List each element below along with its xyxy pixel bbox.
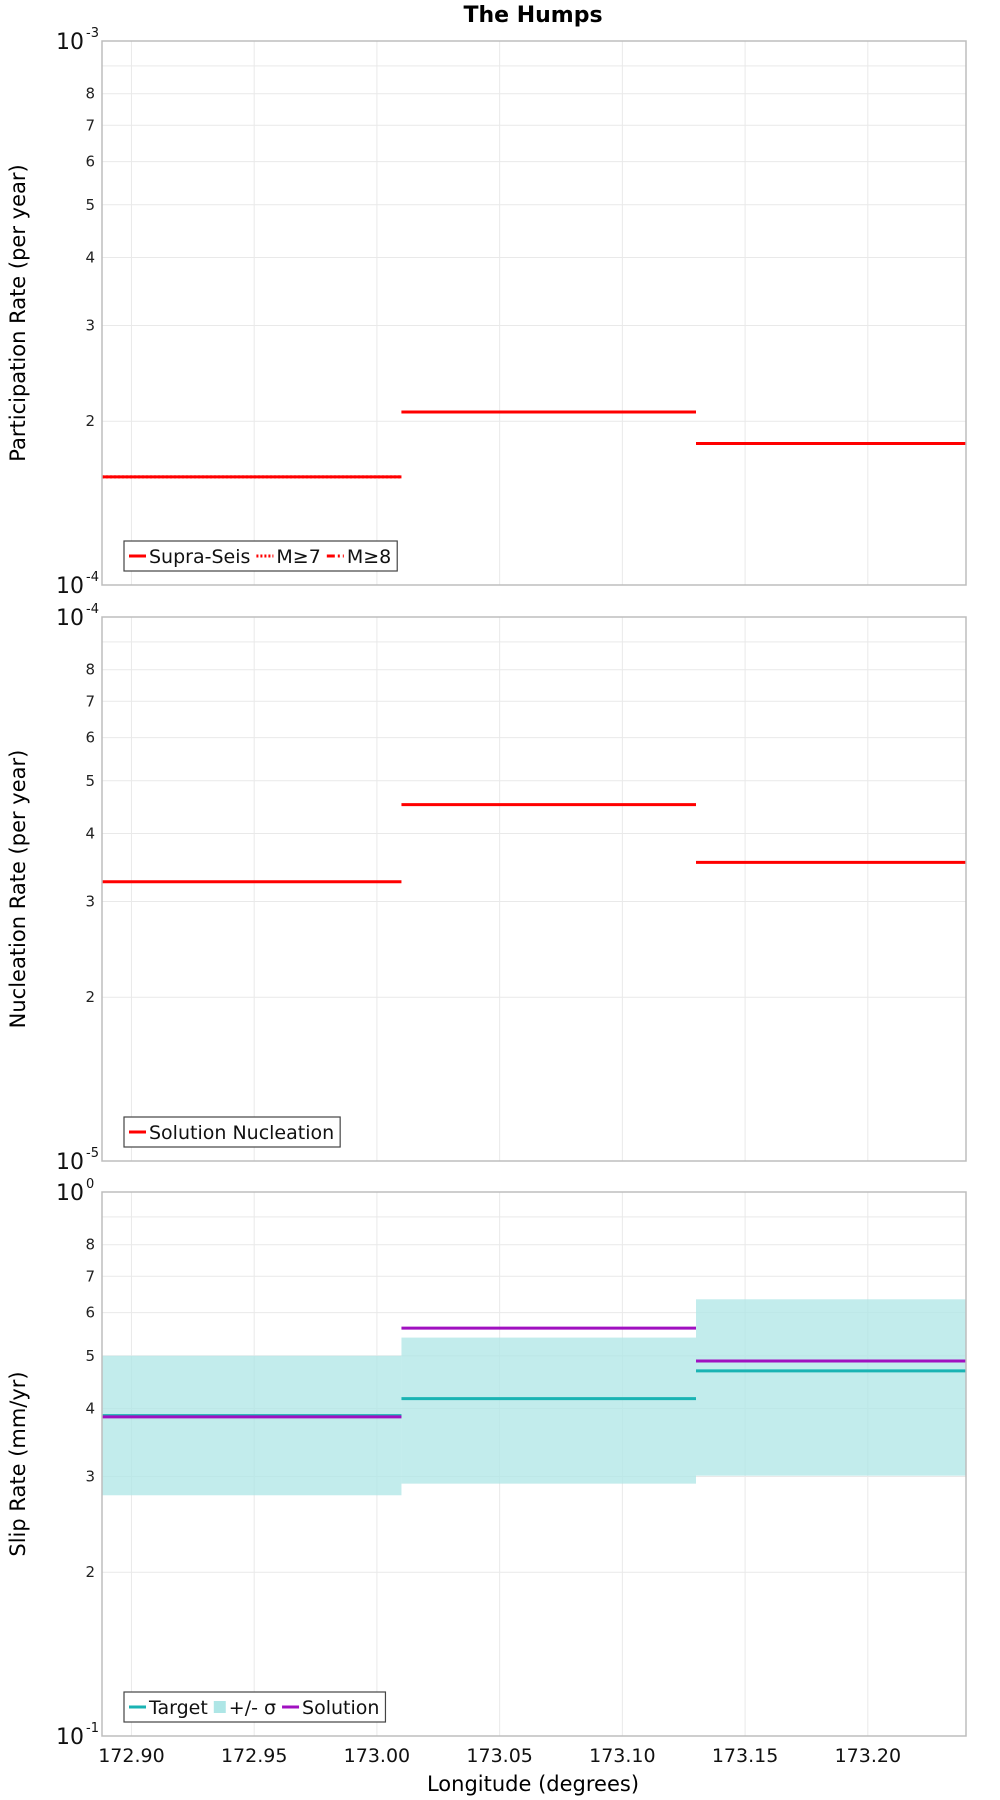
y-tick-exponent: -5 bbox=[86, 1146, 99, 1161]
y-tick-label: 3 bbox=[85, 316, 95, 334]
legend-label: Solution Nucleation bbox=[149, 1122, 334, 1144]
legend: Supra-Seis M≥7 M≥8 bbox=[123, 540, 398, 572]
legend-label: M≥7 bbox=[276, 546, 320, 568]
y-tick-label: 3 bbox=[85, 892, 95, 910]
y-tick-exponent: -1 bbox=[86, 1721, 99, 1736]
y-tick-label: 4 bbox=[85, 1399, 95, 1417]
sigma-band bbox=[696, 1299, 966, 1476]
y-tick-major-label: 10 bbox=[56, 1150, 84, 1175]
y-tick-label: 6 bbox=[85, 153, 95, 171]
y-tick-label: 4 bbox=[85, 824, 95, 842]
y-tick-label: 8 bbox=[85, 85, 95, 103]
y-tick-exponent: 0 bbox=[86, 1177, 94, 1192]
y-tick-label: 5 bbox=[85, 772, 95, 790]
y-tick-major-label: 10 bbox=[56, 1181, 84, 1206]
x-tick-label: 173.15 bbox=[712, 1745, 778, 1767]
legend-label: Solution bbox=[302, 1697, 379, 1719]
y-tick-label: 6 bbox=[85, 729, 95, 747]
legend-label: M≥8 bbox=[347, 546, 391, 568]
legend-label: +/- σ bbox=[229, 1697, 276, 1719]
legend: Solution Nucleation bbox=[123, 1116, 341, 1148]
y-tick-major-label: 10 bbox=[56, 30, 84, 55]
plot-area bbox=[102, 617, 966, 1161]
plot-area bbox=[102, 41, 966, 585]
y-axis-label: Participation Rate (per year) bbox=[6, 164, 30, 461]
y-tick-label: 5 bbox=[85, 196, 95, 214]
chart-title: The Humps bbox=[463, 3, 602, 28]
x-tick-label: 172.90 bbox=[98, 1745, 164, 1767]
plot-border bbox=[101, 40, 967, 586]
x-tick-label: 173.05 bbox=[466, 1745, 532, 1767]
y-tick-exponent: -4 bbox=[86, 602, 99, 617]
y-tick-label: 7 bbox=[85, 692, 95, 710]
x-tick-label: 173.10 bbox=[589, 1745, 655, 1767]
x-tick-label: 172.95 bbox=[221, 1745, 287, 1767]
y-axis-label: Nucleation Rate (per year) bbox=[6, 750, 30, 1029]
y-tick-label: 3 bbox=[85, 1467, 95, 1485]
y-tick-label: 7 bbox=[85, 116, 95, 134]
y-tick-major-label: 10 bbox=[56, 1725, 84, 1750]
y-axis-label: Slip Rate (mm/yr) bbox=[6, 1371, 30, 1556]
y-tick-label: 8 bbox=[85, 1236, 95, 1254]
y-tick-label: 4 bbox=[85, 248, 95, 266]
legend-swatch bbox=[213, 1701, 226, 1713]
x-axis-label: Longitude (degrees) bbox=[427, 1772, 639, 1796]
y-tick-major-label: 10 bbox=[56, 574, 84, 599]
legend-box bbox=[123, 1116, 341, 1148]
plot-border bbox=[101, 616, 967, 1162]
y-tick-exponent: -3 bbox=[86, 26, 99, 41]
y-tick-label: 2 bbox=[85, 1563, 95, 1581]
x-tick-label: 173.00 bbox=[344, 1745, 410, 1767]
legend-label: Supra-Seis bbox=[149, 546, 250, 568]
y-tick-major-label: 10 bbox=[56, 606, 84, 631]
legend: Target +/- σ Solution bbox=[123, 1691, 387, 1723]
sigma-band bbox=[102, 1355, 402, 1496]
sigma-band bbox=[401, 1337, 696, 1484]
y-tick-label: 7 bbox=[85, 1267, 95, 1285]
y-tick-label: 2 bbox=[85, 412, 95, 430]
legend-box bbox=[123, 1691, 387, 1723]
plot-border bbox=[101, 1191, 967, 1737]
y-tick-exponent: -4 bbox=[86, 570, 99, 585]
x-tick-label: 173.20 bbox=[835, 1745, 901, 1767]
y-tick-label: 6 bbox=[85, 1304, 95, 1322]
y-tick-label: 2 bbox=[85, 988, 95, 1006]
y-tick-label: 5 bbox=[85, 1347, 95, 1365]
y-tick-label: 8 bbox=[85, 661, 95, 679]
legend-label: Target bbox=[148, 1697, 208, 1719]
